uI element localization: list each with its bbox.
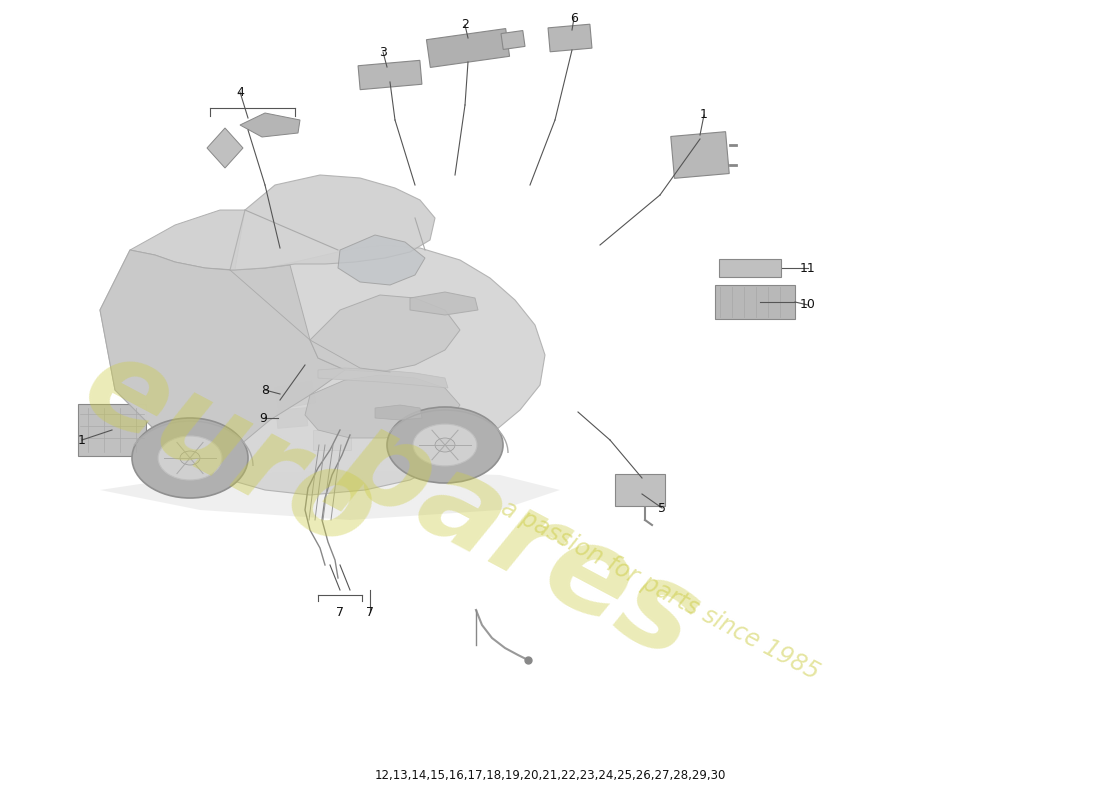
Text: pares: pares [322,398,718,682]
Polygon shape [305,375,460,438]
Text: 7: 7 [366,606,374,618]
Text: 4: 4 [236,86,244,98]
Text: 5: 5 [658,502,666,514]
Polygon shape [100,470,560,520]
Polygon shape [410,292,478,315]
Bar [359,60,422,90]
Polygon shape [338,235,425,285]
Bar [500,30,525,50]
Text: 1: 1 [700,109,708,122]
Text: 12,13,14,15,16,17,18,19,20,21,22,23,24,25,26,27,28,29,30: 12,13,14,15,16,17,18,19,20,21,22,23,24,2… [374,769,726,782]
Polygon shape [310,295,460,372]
Polygon shape [230,175,434,270]
Text: a passion for parts since 1985: a passion for parts since 1985 [497,496,823,684]
Ellipse shape [158,436,222,480]
Bar [671,132,729,178]
Text: 6: 6 [570,11,578,25]
Text: 9: 9 [260,411,267,425]
Text: 7: 7 [336,606,344,619]
Bar [427,29,509,67]
Bar [78,404,146,456]
Text: 11: 11 [800,262,816,274]
Bar [314,430,351,450]
Polygon shape [130,210,245,270]
Text: euro: euro [64,325,396,575]
Bar [615,474,666,506]
Text: 3: 3 [379,46,387,58]
Polygon shape [100,245,544,495]
Bar [276,408,308,428]
Bar [548,24,592,52]
Polygon shape [207,128,243,168]
Polygon shape [318,368,448,388]
Text: 2: 2 [461,18,469,31]
Polygon shape [240,113,300,137]
Ellipse shape [387,407,503,483]
Bar [274,381,316,409]
Text: 8: 8 [261,383,270,397]
Bar [715,285,795,319]
Text: 10: 10 [800,298,816,311]
Ellipse shape [414,424,477,466]
Bar [719,259,781,277]
Polygon shape [100,250,345,460]
Ellipse shape [434,438,455,452]
Text: 1: 1 [78,434,86,446]
Ellipse shape [132,418,248,498]
Ellipse shape [180,451,200,465]
Polygon shape [375,405,422,420]
